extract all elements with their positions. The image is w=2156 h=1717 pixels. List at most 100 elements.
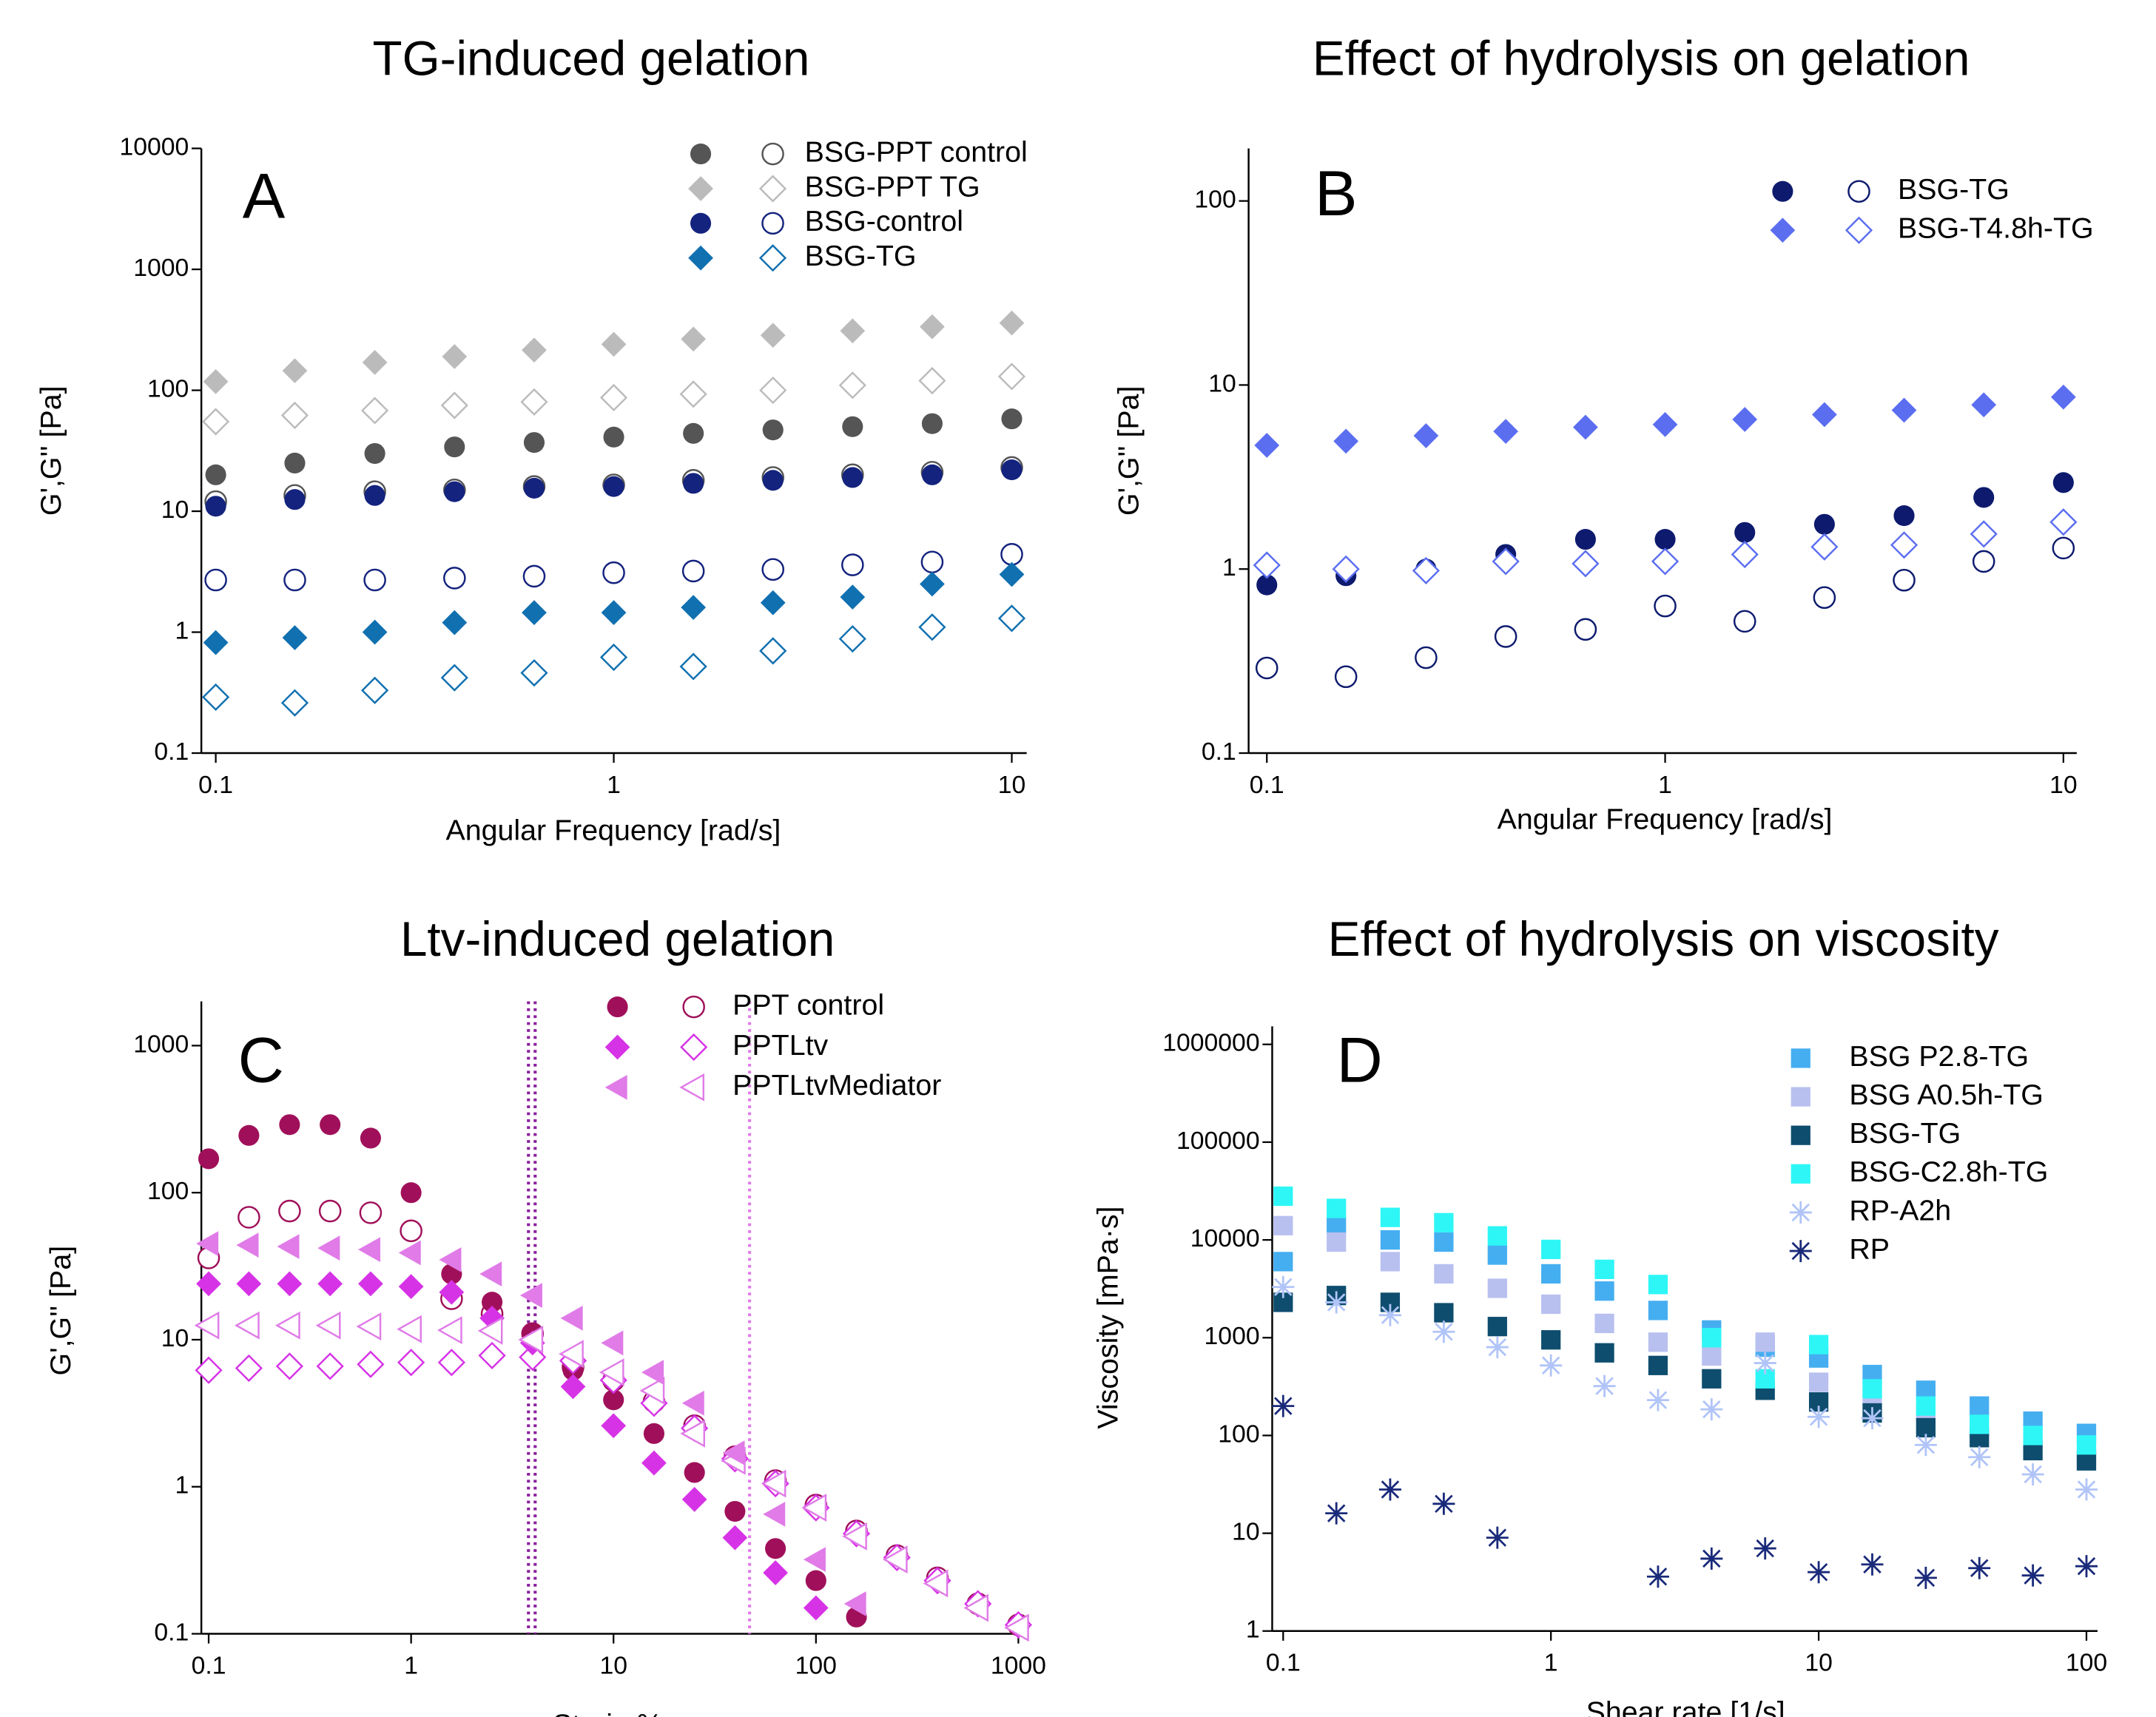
point: [277, 1234, 300, 1259]
point: [560, 1306, 583, 1331]
point-open: [361, 676, 389, 704]
point: [920, 314, 945, 340]
y-tick-label: 100: [147, 1177, 189, 1205]
point: [1378, 1303, 1401, 1326]
point: [603, 426, 624, 448]
point-open: [1890, 531, 1918, 559]
y-tick-label: 1000: [133, 254, 189, 282]
point: [444, 436, 465, 458]
legend-label: BSG-TG: [1849, 1117, 1961, 1150]
point: [317, 1271, 343, 1297]
point: [999, 561, 1025, 587]
point: [681, 1390, 704, 1416]
point: [2021, 1564, 2044, 1587]
point-open: [918, 367, 946, 395]
point: [236, 1232, 259, 1258]
point: [2075, 1478, 2098, 1501]
x-axis-label: Strain %: [553, 1709, 663, 1717]
point: [601, 1413, 627, 1439]
point-open: [838, 625, 866, 653]
x-tick-label: 1: [607, 771, 621, 799]
point-open: [397, 1315, 422, 1343]
x-tick-label: 1: [1658, 771, 1672, 799]
point-open: [1574, 618, 1597, 641]
point: [1648, 1355, 1668, 1375]
point: [805, 1570, 826, 1591]
point: [1732, 407, 1758, 432]
point: [1646, 1389, 1669, 1411]
point: [2076, 1435, 2097, 1455]
point: [1541, 1330, 1561, 1350]
point: [1734, 522, 1756, 543]
point: [803, 1547, 826, 1572]
y-tick-label: 1000: [133, 1030, 189, 1058]
point: [1380, 1229, 1401, 1250]
chart-title: TG-induced gelation: [373, 32, 810, 86]
chart-title: Effect of hydrolysis on gelation: [1313, 32, 1970, 86]
point: [920, 571, 945, 597]
chart-title: Effect of hydrolysis on viscosity: [1328, 912, 1999, 966]
point-open: [1253, 551, 1281, 579]
legend-label: BSG P2.8-TG: [1849, 1040, 2029, 1073]
point: [2023, 1426, 2043, 1446]
legend-marker: [607, 996, 628, 1018]
point: [1434, 1212, 1454, 1232]
point-open: [599, 1358, 624, 1387]
point-open: [882, 1545, 908, 1574]
point: [603, 1389, 624, 1411]
legend-label: RP: [1849, 1232, 1890, 1265]
legend-marker: [758, 175, 787, 203]
x-tick-label: 10: [599, 1651, 627, 1679]
legend-label: BSG-TG: [805, 240, 917, 272]
point: [1808, 1335, 1829, 1355]
panel-letter: A: [243, 161, 286, 232]
legend-marker: [604, 1034, 630, 1060]
point: [360, 1127, 381, 1149]
y-axis-label: Viscosity [mPa·s]: [1092, 1207, 1125, 1429]
point: [203, 368, 229, 394]
point-open: [280, 689, 309, 717]
legend-marker: [1789, 1201, 1812, 1224]
point-open: [679, 380, 707, 408]
point: [641, 1450, 667, 1476]
point-open: [1813, 586, 1836, 610]
y-tick-label: 10: [1232, 1518, 1260, 1546]
y-tick-label: 10: [161, 496, 189, 524]
point-open: [1654, 594, 1677, 618]
point: [1862, 1379, 1882, 1399]
point: [439, 1247, 462, 1272]
point: [641, 1360, 664, 1385]
point: [482, 1292, 503, 1313]
point-open: [283, 568, 306, 592]
point: [364, 442, 385, 465]
point: [522, 337, 547, 363]
point: [2075, 1555, 2098, 1578]
point: [1813, 513, 1835, 535]
point: [2021, 1463, 2044, 1486]
point: [1754, 1537, 1776, 1560]
point: [1254, 433, 1280, 458]
point-open: [1492, 547, 1520, 576]
point: [1325, 1291, 1348, 1314]
point-open: [918, 613, 946, 641]
point: [1486, 1526, 1509, 1549]
point: [320, 1114, 341, 1136]
point: [205, 464, 226, 485]
panel-letter: D: [1336, 1025, 1382, 1096]
point: [519, 1283, 542, 1309]
point-open: [437, 1349, 465, 1377]
point-open: [522, 564, 546, 588]
point-open: [195, 1356, 223, 1384]
point: [1256, 574, 1278, 596]
point: [284, 452, 306, 474]
point: [1973, 487, 1995, 508]
point: [1754, 1352, 1776, 1374]
point: [1648, 1275, 1668, 1295]
panel-letter: B: [1315, 158, 1358, 229]
point: [1702, 1346, 1722, 1366]
legend-marker: [682, 995, 705, 1019]
point-open: [1412, 556, 1440, 585]
point: [1916, 1396, 1936, 1416]
point-open: [518, 1326, 544, 1354]
point: [681, 595, 707, 621]
